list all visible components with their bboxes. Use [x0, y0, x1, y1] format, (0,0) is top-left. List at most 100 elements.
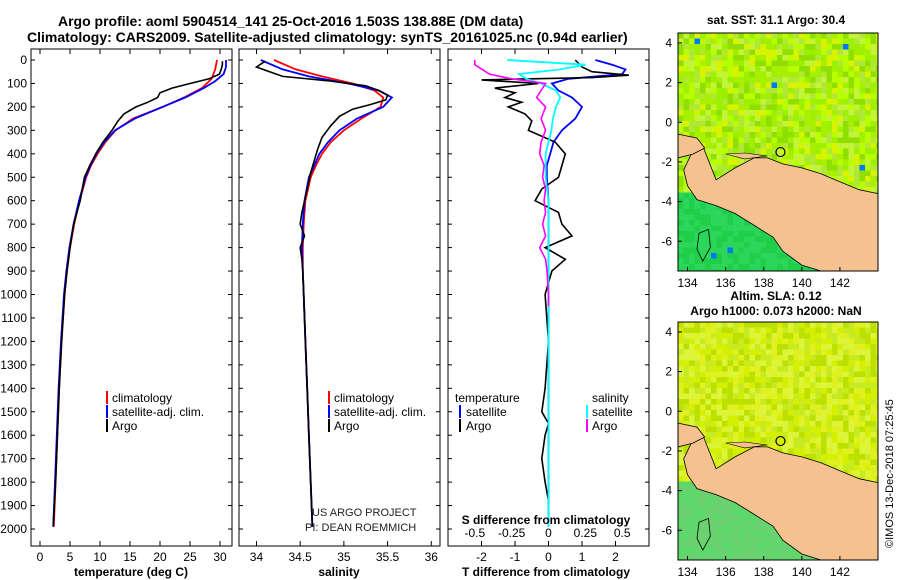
map-cell — [848, 71, 855, 78]
map-cell — [722, 66, 728, 72]
map-cell — [793, 121, 800, 127]
legend-t-satellite: satellite — [466, 405, 507, 419]
map-cell — [749, 388, 756, 394]
map-cell — [733, 360, 739, 367]
map-cell — [722, 322, 728, 328]
map-cell — [793, 426, 800, 433]
map-cell — [771, 99, 778, 105]
map-cell — [683, 121, 690, 127]
map-cell — [711, 377, 717, 383]
map-cell — [727, 393, 734, 400]
map-cell — [777, 437, 783, 444]
map-cell — [749, 421, 756, 427]
map-cell — [689, 525, 695, 532]
map-cell — [804, 371, 811, 378]
map-cell — [700, 269, 706, 271]
map-cell — [722, 371, 728, 378]
map-cell — [854, 38, 860, 45]
map-cell — [716, 536, 723, 543]
map-cell — [738, 399, 745, 405]
map-cell — [683, 231, 690, 237]
map-cell — [766, 49, 772, 56]
map-cell — [777, 71, 783, 78]
map-cell — [766, 60, 772, 67]
map-cell — [826, 110, 833, 116]
map-cell — [678, 38, 684, 45]
map-cell — [678, 404, 684, 411]
map-cell — [859, 115, 866, 122]
map-cell — [716, 99, 723, 105]
map-cell — [859, 137, 866, 144]
map-cell — [749, 377, 756, 383]
map-cell — [821, 327, 827, 334]
map-cell — [700, 498, 706, 504]
map-cell — [865, 77, 871, 83]
map-cell — [749, 558, 756, 560]
map-cell — [678, 126, 684, 133]
map-cell — [876, 132, 878, 138]
map-cell — [727, 553, 734, 559]
map-cell — [788, 269, 794, 271]
map-cell — [865, 333, 871, 339]
map-cell — [821, 159, 827, 166]
map-cell — [777, 77, 783, 83]
map-cell — [848, 459, 855, 466]
map-cell — [804, 55, 811, 61]
map-cell — [826, 344, 833, 350]
map-cell — [854, 349, 860, 356]
map-cell — [678, 33, 684, 39]
map-cell — [859, 93, 866, 100]
map-cell — [678, 231, 684, 237]
map-cell — [744, 410, 750, 416]
map-cell — [799, 126, 805, 133]
map-cell — [782, 393, 789, 400]
map-cell — [766, 44, 772, 50]
map-cell — [760, 360, 767, 367]
map-cell — [854, 371, 860, 378]
map-cell — [694, 115, 701, 122]
map-cell — [733, 71, 739, 78]
map-cell — [793, 60, 800, 67]
map-cell — [837, 55, 844, 61]
map-cell — [810, 355, 816, 361]
map-cell — [694, 388, 701, 394]
map-cell — [782, 421, 789, 427]
map-cell — [810, 360, 816, 367]
map-cell — [716, 110, 723, 116]
map-cell — [826, 432, 833, 438]
map-cell — [678, 181, 684, 188]
map-cell — [793, 99, 800, 105]
map-cell — [826, 454, 833, 460]
map-cell — [678, 399, 684, 405]
map-cell — [716, 154, 723, 160]
map-cell — [788, 71, 794, 78]
map-cell — [744, 77, 750, 83]
map-cell — [848, 104, 855, 111]
map-cell — [700, 410, 706, 416]
map-cell — [749, 55, 756, 61]
map-cell — [689, 498, 695, 504]
map-cell — [821, 338, 827, 345]
map-cell — [760, 421, 767, 427]
map-cell — [843, 99, 849, 105]
map-cell — [777, 49, 783, 56]
map-cell — [694, 33, 701, 39]
map-cell — [716, 377, 723, 383]
map-cell — [744, 322, 750, 328]
map-cell — [810, 371, 816, 378]
map-cell — [694, 525, 701, 532]
map-cell — [777, 399, 783, 405]
map-cell — [870, 322, 877, 328]
map-cell — [733, 410, 739, 416]
map-cell — [755, 247, 761, 254]
map-cell — [744, 121, 750, 127]
map-cell — [766, 432, 772, 438]
map-cell — [700, 327, 706, 334]
map-cell — [832, 60, 838, 67]
map-cell — [727, 399, 734, 405]
map-cell — [826, 371, 833, 378]
map-cell — [777, 393, 783, 400]
map-cell — [848, 355, 855, 361]
map-cell — [738, 44, 745, 50]
map-cell — [843, 388, 849, 394]
